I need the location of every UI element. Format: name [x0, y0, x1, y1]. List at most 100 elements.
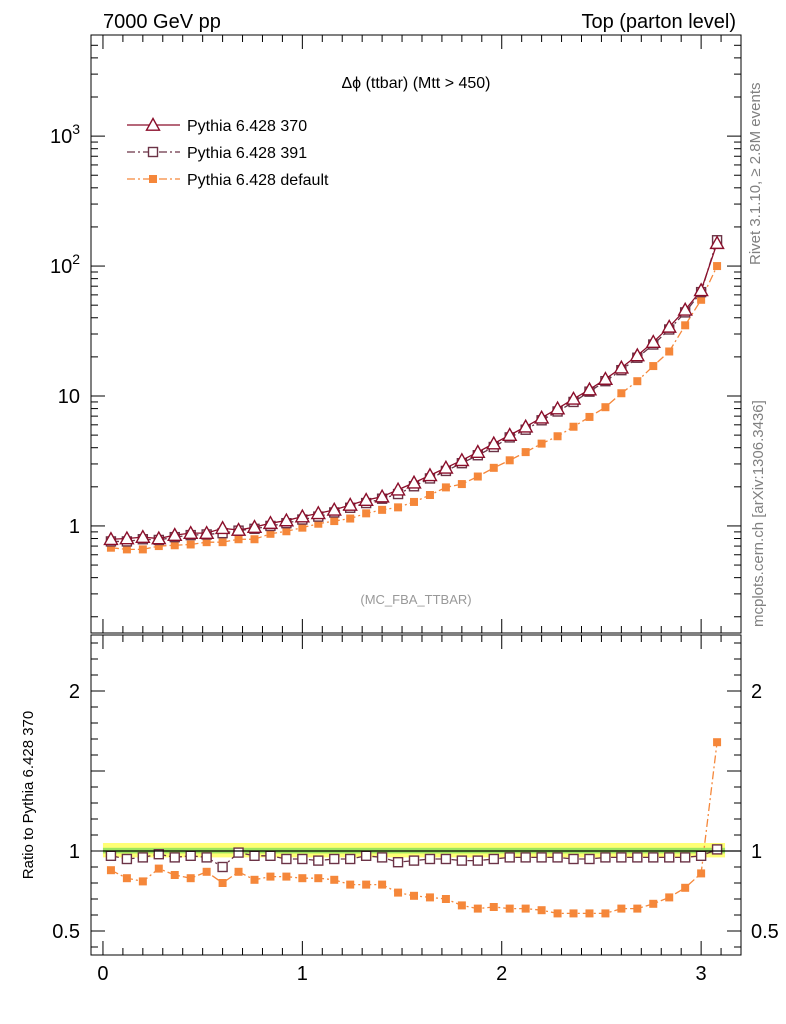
main-data-point: [314, 519, 323, 528]
ratio-data-point: [488, 853, 499, 865]
main-data-point: [613, 359, 630, 374]
ratio-data-point: [330, 875, 339, 884]
main-data-point: [390, 481, 406, 496]
ratio-y-tick-label-right: 0.5: [751, 921, 779, 943]
ratio-data-point: [440, 853, 452, 865]
main-data-point: [601, 403, 610, 412]
main-data-point: [154, 542, 163, 551]
legend-marker: [149, 175, 157, 183]
ratio-data-point: [424, 853, 436, 865]
ratio-data-point: [536, 852, 547, 863]
main-data-point: [569, 422, 578, 431]
analysis-watermark: (MC_FBA_TTBAR): [360, 592, 471, 607]
ratio-data-point: [410, 891, 419, 900]
ratio-data-point: [584, 853, 595, 865]
main-y-tick-label: 1: [69, 516, 80, 538]
main-data-point: [502, 427, 518, 442]
main-data-point: [517, 418, 534, 433]
ratio-data-point: [186, 874, 195, 883]
main-data-point: [617, 389, 626, 398]
main-data-point: [681, 321, 690, 330]
x-tick-label: 1: [297, 963, 308, 985]
legend-label: Pythia 6.428 391: [187, 145, 307, 162]
ratio-data-point: [632, 852, 643, 863]
main-y-tick-label: 10: [58, 386, 80, 408]
mcplots-source-label: mcplots.cern.ch [arXiv:1306.3436]: [750, 400, 767, 627]
ratio-data-point: [392, 857, 404, 868]
main-data-point: [374, 488, 390, 503]
ratio-series-2: [106, 738, 722, 918]
main-data-point: [167, 527, 183, 542]
ratio-data-point: [521, 904, 530, 913]
ratio-data-point: [585, 909, 594, 918]
ratio-data-point: [249, 850, 260, 861]
main-data-point: [183, 525, 199, 540]
main-data-point: [266, 529, 275, 538]
ratio-data-point: [711, 844, 723, 855]
ratio-data-point: [504, 852, 515, 863]
ratio-data-point: [122, 874, 131, 883]
ratio-data-point: [345, 853, 356, 865]
main-data-point: [394, 503, 403, 512]
main-data-point: [505, 456, 514, 465]
main-data-point: [135, 529, 151, 544]
ratio-data-point: [552, 852, 563, 863]
ratio-data-point: [297, 853, 308, 865]
ratio-data-point: [617, 904, 626, 913]
ratio-data-point: [313, 855, 324, 866]
ratio-data-point: [601, 909, 610, 918]
ratio-data-point: [329, 853, 340, 865]
ratio-data-point: [457, 901, 466, 910]
main-data-point: [521, 448, 530, 457]
legend-marker: [147, 146, 159, 158]
ratio-data-point: [713, 738, 722, 747]
main-data-point: [198, 525, 215, 540]
main-data-point: [629, 347, 646, 362]
ratio-data-point: [520, 852, 531, 863]
ratio-data-point: [250, 875, 259, 884]
main-data-point: [693, 282, 709, 297]
main-data-point: [486, 435, 502, 450]
main-data-point: [425, 491, 434, 500]
x-tick-label: 2: [496, 963, 507, 985]
main-data-point: [246, 519, 263, 533]
main-data-point: [378, 505, 387, 514]
main-data-point: [713, 262, 722, 271]
main-series-2: [106, 262, 722, 554]
main-data-point: [581, 381, 598, 396]
ratio-data-point: [138, 877, 147, 886]
main-data-point: [122, 545, 131, 554]
ratio-data-point: [185, 850, 196, 861]
legend: Pythia 6.428 370 Pythia 6.428 391 Pythia 6…: [127, 117, 329, 189]
ratio-data-point: [473, 904, 482, 913]
ratio-reference-band: [102, 843, 726, 858]
main-data-point: [422, 467, 438, 482]
ratio-data-point: [456, 855, 468, 866]
ratio-data-point: [169, 852, 180, 863]
ratio-data-point: [218, 879, 227, 887]
main-series-0: [103, 235, 725, 546]
main-data-point: [151, 530, 167, 545]
main-y-tick-label: 103: [50, 121, 80, 148]
main-data-point: [645, 334, 661, 348]
main-plot-panel: 1 10 102 103 Δϕ (ttbar) (Mtt > 450) (MC_FBA…: [50, 34, 742, 634]
main-data-point: [553, 432, 562, 441]
ratio-data-point: [649, 899, 658, 908]
main-y-tick-label: 102: [50, 251, 80, 278]
ratio-data-point: [616, 852, 627, 863]
main-data-point: [362, 509, 371, 518]
ratio-series-group: [102, 738, 741, 918]
ratio-y-tick-label-left: 0.5: [52, 921, 80, 943]
ratio-plot-frame: [90, 634, 742, 956]
ratio-data-point: [121, 853, 133, 865]
main-data-point: [250, 535, 259, 544]
ratio-data-point: [105, 850, 117, 861]
legend-label: Pythia 6.428 default: [187, 172, 329, 189]
ratio-data-point: [376, 852, 388, 863]
ratio-data-point: [137, 852, 149, 863]
main-series-line: [110, 265, 718, 551]
main-data-point: [103, 531, 119, 546]
main-data-point: [677, 301, 693, 316]
ratio-data-point: [346, 880, 355, 889]
